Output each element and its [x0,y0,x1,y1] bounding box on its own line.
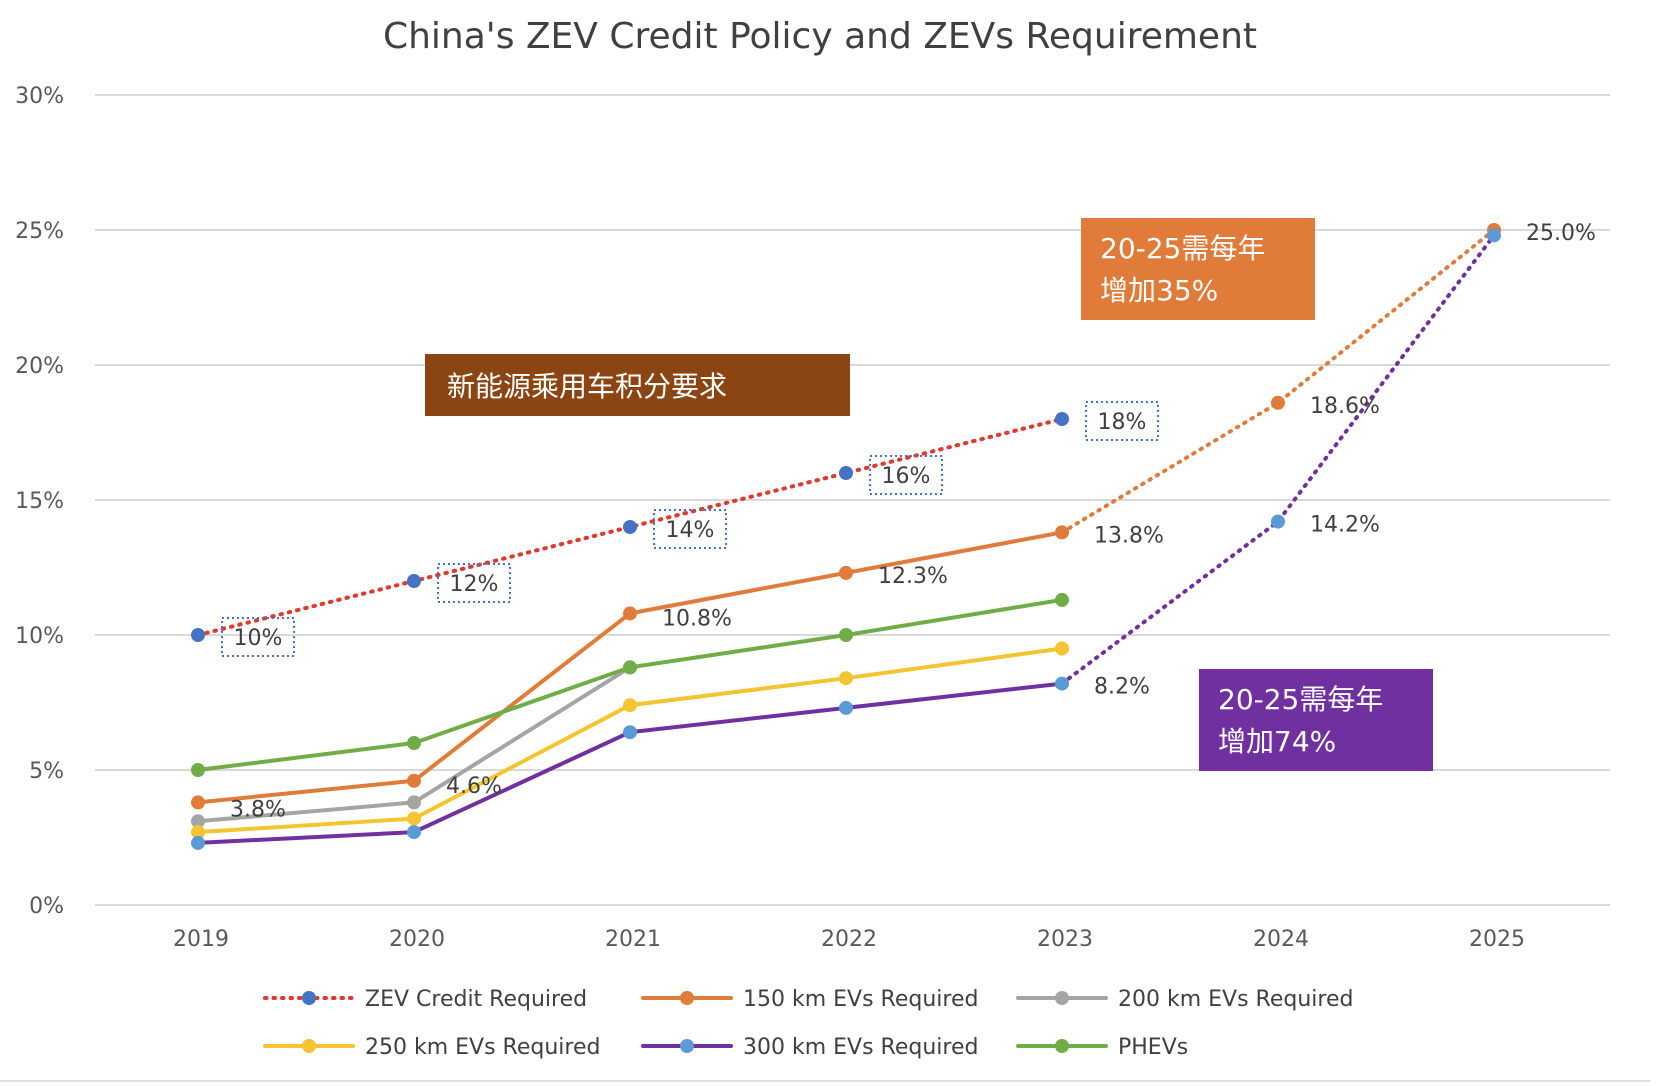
marker-0-4 [1055,412,1069,426]
y-tick-label-0: 0% [29,894,64,919]
data-label-1-1: 4.6% [446,774,502,799]
x-axis-ticks: 2019 2020 2021 2022 2023 2024 2025 [173,927,1525,952]
x-tick-label-2020: 2020 [389,927,445,952]
label-box-0 [221,617,295,657]
marker-1-3 [839,565,853,580]
marker-4-2 [623,725,637,740]
data-label-p1-5: 14.2% [1310,513,1380,538]
marker-1-2 [623,606,637,621]
projection-line-0 [1060,228,1496,535]
annotation-text-purple-0: 20-25需每年 [1218,683,1383,716]
y-tick-label-30: 30% [15,84,64,109]
legend-label-0: ZEV Credit Required [365,987,587,1012]
y-tick-label-25: 25% [15,219,64,244]
legend-label-2: 200 km EVs Required [1118,987,1353,1012]
zev-label-1: 12% [450,572,499,597]
legend-marker-2 [1055,991,1069,1005]
legend-marker-4 [680,1039,694,1053]
marker-5-1 [407,736,421,750]
annotation-text-orange-0: 20-25需每年 [1100,232,1265,265]
data-label-1-2: 10.8% [662,606,732,631]
legend-label-1: 150 km EVs Required [743,987,978,1012]
marker-0-2 [623,520,637,534]
marker-3-1 [407,811,421,826]
marker-3-4 [1055,641,1069,656]
projection-marker-1-5 [1271,514,1285,529]
annotation-box-purple [1199,669,1433,771]
marker-1-4 [1055,525,1069,540]
legend-label-5: PHEVs [1118,1035,1188,1060]
data-labels: 10% 12% 14% 16% 18% 3.8% 4.6% 10.8% 12.3% 13.8% 8.… [221,221,1596,822]
legend-marker-1 [680,991,694,1005]
y-tick-label-15: 15% [15,489,64,514]
data-label-1-3: 12.3% [878,564,948,589]
legend-marker-0 [302,991,316,1005]
legend-label-4: 300 km EVs Required [743,1035,978,1060]
marker-1-0 [191,795,205,810]
legend-marker-3 [302,1039,316,1053]
x-tick-label-2025: 2025 [1469,927,1525,952]
marker-2-1 [407,795,421,810]
x-tick-label-2021: 2021 [605,927,661,952]
marker-4-3 [839,700,853,715]
y-tick-label-10: 10% [15,624,64,649]
marker-0-3 [839,466,853,480]
marker-4-1 [407,825,421,840]
annotation-text-purple-1: 增加74% [1218,725,1336,758]
series-markers [191,223,1501,850]
annotation-text-credit-0: 新能源乘用车积分要求 [447,370,727,403]
marker-5-2 [623,660,637,675]
marker-1-1 [407,773,421,788]
label-box-3 [869,455,943,495]
x-tick-label-2022: 2022 [821,927,877,952]
marker-5-4 [1055,592,1069,607]
data-label-4-4: 8.2% [1094,675,1150,700]
label-box-4 [1085,401,1159,441]
marker-2-0 [191,814,205,829]
zev-label-2: 14% [666,518,715,543]
zev-label-4: 18% [1098,410,1147,435]
annotation-box-orange [1081,218,1315,320]
marker-4-0 [191,835,205,850]
y-tick-label-5: 5% [29,759,64,784]
marker-3-2 [623,698,637,713]
legend: ZEV Credit Required 150 km EVs Required 20… [263,987,1353,1060]
y-axis-ticks: 0% 5% 10% 15% 20% 25% 30% [15,84,64,919]
x-tick-label-2019: 2019 [173,927,229,952]
marker-4-4 [1055,676,1069,691]
marker-0-0 [191,628,205,642]
data-label-p0-5: 18.6% [1310,394,1380,419]
annotation-text-orange-1: 增加35% [1100,274,1218,307]
data-label-1-4: 13.8% [1094,523,1164,548]
marker-3-3 [839,671,853,686]
label-box-2 [653,509,727,549]
data-label-p0-6: 25.0% [1526,221,1596,246]
projection-marker-1-6 [1487,228,1501,243]
label-box-1 [437,563,511,603]
marker-5-0 [191,763,205,777]
marker-0-1 [407,574,421,588]
marker-3-0 [191,825,205,840]
legend-label-3: 250 km EVs Required [365,1035,600,1060]
legend-marker-5 [1055,1039,1069,1053]
marker-5-3 [839,628,853,642]
zev-label-0: 10% [234,626,283,651]
data-label-1-0: 3.8% [230,797,286,822]
x-tick-label-2024: 2024 [1253,927,1309,952]
x-tick-label-2023: 2023 [1037,927,1093,952]
y-tick-label-20: 20% [15,354,64,379]
projection-marker-0-5 [1271,395,1285,410]
annotation-box-credit [425,354,850,416]
chart-title: China's ZEV Credit Policy and ZEVs Requi… [383,16,1257,57]
zev-label-3: 16% [882,464,931,489]
